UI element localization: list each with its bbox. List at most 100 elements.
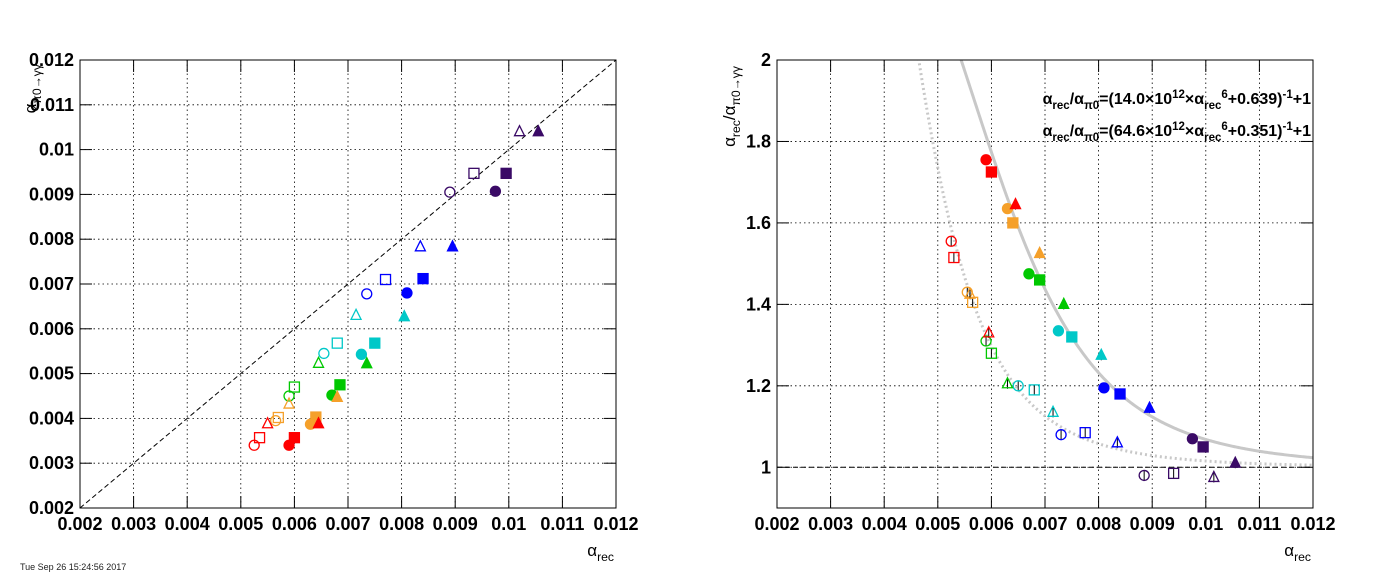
fit-label-1: αrec/απ0=(14.0×1012×αrec6+0.639)-1+1 [1043,89,1312,112]
y-tick-label: 0.01 [39,140,74,160]
x-tick-label: 0.011 [1237,514,1281,534]
data-point-open-circle [269,414,282,427]
data-point-open-square [948,251,960,264]
data-point-filled-square [417,272,429,285]
x-tick-label: 0.004 [165,514,210,534]
data-point-filled-square [1114,388,1126,400]
data-points [248,124,545,451]
data-point-open-triangle [261,416,274,429]
data-point-filled-triangle [532,124,545,137]
data-point-filled-triangle [312,416,325,429]
data-point-open-square [379,273,392,286]
data-point-open-triangle [963,286,977,299]
data-point-open-triangle [513,124,526,137]
data-point-filled-circle [1023,268,1035,280]
data-point-filled-square [1197,441,1209,453]
data-point-open-triangle [312,355,325,368]
fit-curve-solid [959,60,1313,460]
data-point-open-square [1028,384,1040,396]
data-point-filled-square [985,166,998,178]
fit-label-2: αrec/απ0=(64.6×1012×αrec6+0.351)-1+1 [1043,121,1312,144]
data-point-open-square [253,432,266,444]
y-tick-label: 0.003 [29,453,74,473]
data-point-filled-square [1066,331,1078,343]
x-tick-label: 0.006 [272,514,317,534]
grid [777,60,1313,508]
right-plot: 0.002 0.003 0.004 0.005 0.006 0.007 0.008 0.009… [720,50,1336,564]
data-point-filled-circle [355,348,368,360]
x-tick-label: 0.007 [325,514,370,534]
data-point-open-square [966,296,979,308]
data-point-filled-triangle [1143,400,1156,413]
x-tick-label: 0.003 [111,514,156,534]
data-point-open-square [331,337,343,349]
y-tick-label: 0.012 [29,50,74,70]
data-point-open-circle [945,235,957,247]
grid [80,60,616,508]
x-tick-label: 0.002 [57,514,102,534]
x-tick-label: 0.012 [593,514,638,534]
y-tick-label: 0.002 [29,498,74,518]
x-tick-label: 0.007 [1022,514,1067,534]
x-tick-label: 0.012 [1290,514,1335,534]
data-point-open-circle [361,288,373,300]
x-tick-label: 0.008 [1076,514,1121,534]
data-point-filled-circle [1186,433,1199,445]
data-point-filled-triangle [331,389,344,402]
x-tick-label: 0.009 [433,514,478,534]
x-tick-label: 0.009 [1130,514,1175,534]
data-point-open-triangle [1001,376,1014,389]
y-tick-label: 0.011 [30,95,74,115]
data-point-filled-triangle [446,239,459,252]
data-point-open-triangle [349,307,363,321]
y-tick-label: 0.005 [29,364,74,384]
reference-line [80,60,616,508]
ticks: 0.002 0.003 0.004 0.005 0.006 0.007 0.008 0.009… [746,50,1336,534]
data-point-filled-square [288,432,301,444]
data-point-filled-triangle [1057,296,1070,310]
x-tick-label: 0.004 [862,514,907,534]
fit-curve-dotted [917,60,1313,467]
x-tick-label: 0.01 [1188,514,1223,534]
data-point-open-triangle [1111,435,1124,448]
ticks: 0.002 0.003 0.004 0.005 0.006 0.007 0.008 0.009… [29,50,639,534]
y-tick-label: 0.004 [29,408,74,428]
data-point-filled-circle [980,154,992,166]
left-plot: 0.002 0.003 0.004 0.005 0.006 0.007 0.008 0.009… [21,50,639,564]
y-tick-label: 2 [761,50,771,70]
data-point-open-triangle [1046,404,1060,417]
data-point-filled-triangle [360,356,373,369]
x-axis-title: αrec [1284,541,1311,564]
y-axis-title: αrec/απ0→γγ [720,65,743,147]
data-point-filled-circle [401,287,413,299]
data-point-filled-square [1033,274,1046,286]
data-point-filled-triangle [1229,455,1242,468]
data-point-open-triangle [1207,470,1220,483]
data-point-filled-square [334,379,346,391]
y-tick-label: 0.009 [29,184,74,204]
data-point-filled-square [1007,217,1019,229]
x-tick-label: 0.01 [491,514,526,534]
y-tick-label: 0.007 [29,274,74,294]
x-tick-label: 0.003 [808,514,853,534]
data-point-open-circle [318,347,330,360]
data-point-filled-circle [1098,382,1110,394]
data-point-open-triangle [414,239,427,252]
x-tick-label: 0.005 [915,514,960,534]
data-point-filled-circle [1052,325,1065,337]
x-tick-label: 0.008 [379,514,424,534]
x-tick-label: 0.005 [218,514,263,534]
data-point-filled-circle [489,185,502,197]
data-point-open-square [468,167,480,179]
data-point-open-circle [1055,429,1067,441]
y-tick-label: 1.6 [746,213,771,233]
data-point-open-square [272,411,284,424]
y-tick-label: 0.006 [29,319,74,339]
data-point-open-circle [444,186,456,198]
x-tick-label: 0.002 [754,514,799,534]
data-point-filled-triangle [1095,347,1108,360]
y-axis-title: απ0→γγ [21,63,44,113]
data-point-filled-square [369,337,381,349]
data-point-open-square [1079,427,1091,439]
